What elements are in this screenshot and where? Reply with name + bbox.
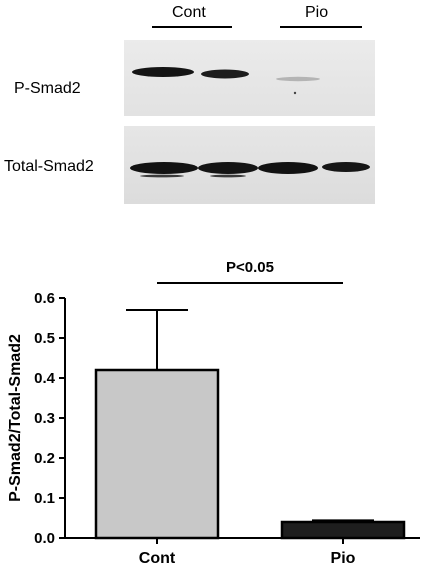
blot-group-label-cont: Cont	[172, 4, 206, 21]
x-tick-label-pio: Pio	[331, 550, 356, 567]
y-tick-label: 0.6	[34, 290, 55, 307]
y-tick-label: 0.1	[34, 490, 55, 507]
p-smad2-band-cont-1	[132, 67, 194, 77]
total-smad2-band-4	[322, 162, 370, 172]
y-tick-label: 0.3	[34, 410, 55, 427]
y-tick-label: 0.4	[34, 370, 56, 387]
total-smad2-band-1	[130, 162, 198, 174]
blot-row-label-p-smad2: P-Smad2	[14, 80, 81, 97]
cont-group-line	[152, 26, 232, 28]
x-tick-label-cont: Cont	[139, 550, 176, 567]
p-smad2-blot-panel	[124, 40, 375, 116]
blot-row-label-total-smad2: Total-Smad2	[4, 158, 94, 175]
p-smad2-band-cont-2	[201, 69, 249, 79]
y-tick-label: 0.5	[34, 330, 55, 347]
pio-group-line	[280, 26, 362, 28]
bar-chart: 0.0 0.1 0.2 0.3 0.4 0.5 0.6 P-Smad2/Total-Smad2…	[7, 259, 420, 567]
bar-pio	[280, 520, 406, 540]
western-blot-figure: Cont Pio P-Smad2 Total-Smad2	[0, 0, 438, 210]
y-tick-label: 0.2	[34, 450, 55, 467]
y-tick-label: 0.0	[34, 530, 55, 547]
blot-group-label-pio: Pio	[305, 4, 329, 21]
total-smad2-band-2	[198, 162, 258, 174]
total-smad2-band-3	[258, 162, 318, 174]
bar-cont	[94, 368, 220, 540]
total-smad2-blot-panel	[124, 126, 375, 204]
significance-label: P<0.05	[226, 259, 274, 276]
y-axis-label: P-Smad2/Total-Smad2	[7, 334, 24, 502]
p-smad2-band-pio-1	[276, 76, 320, 82]
